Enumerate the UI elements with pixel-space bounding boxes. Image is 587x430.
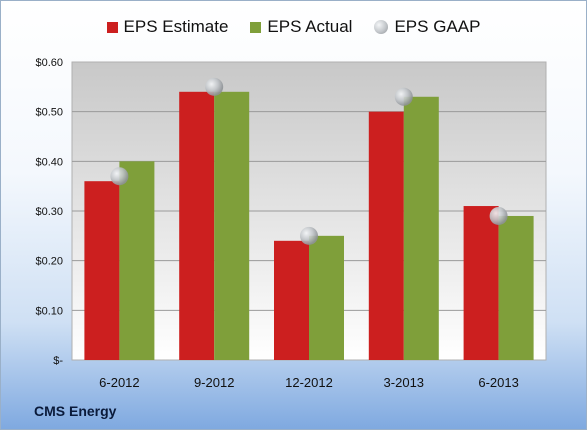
- x-tick-label: 3-2013: [384, 375, 424, 390]
- bar-estimate: [179, 91, 215, 361]
- legend-item-actual: EPS Actual: [250, 17, 352, 37]
- gaap-marker: [300, 226, 318, 245]
- x-tick-label: 12-2012: [285, 375, 333, 390]
- legend-label-gaap: EPS GAAP: [394, 17, 481, 36]
- legend-label-actual: EPS Actual: [267, 17, 353, 36]
- bar-actual: [214, 91, 250, 361]
- company-name: CMS Energy: [34, 403, 117, 419]
- x-tick-label: 6-2012: [99, 375, 139, 390]
- bar-actual: [403, 96, 439, 361]
- bar-estimate: [274, 240, 309, 360]
- y-tick-label: $-: [53, 355, 63, 367]
- y-tick-label: $0.30: [35, 206, 63, 218]
- gaap-markers: [110, 77, 508, 245]
- y-tick-label: $0.20: [35, 256, 63, 268]
- x-tick-label: 9-2012: [194, 375, 234, 390]
- y-tick-label: $0.60: [35, 57, 63, 69]
- bars: [84, 91, 534, 361]
- x-axis-ticks: 6-2012 9-2012 12-2012 3-2013 6-2013: [99, 375, 519, 390]
- bar-actual: [309, 235, 344, 360]
- gaap-marker: [205, 77, 224, 96]
- legend-swatch-actual: [250, 21, 262, 33]
- bar-estimate: [463, 206, 499, 360]
- bar-actual: [119, 161, 155, 360]
- bar-estimate: [84, 181, 120, 360]
- y-tick-label: $0.50: [35, 107, 63, 119]
- legend-item-gaap: EPS GAAP: [374, 17, 480, 37]
- bar-estimate: [368, 111, 404, 361]
- y-axis-ticks: $- $0.10 $0.20 $0.30 $0.40 $0.50 $0.60: [35, 57, 63, 367]
- x-tick-label: 6-2013: [478, 375, 518, 390]
- gaap-marker: [489, 206, 508, 225]
- legend-swatch-estimate: [106, 21, 118, 33]
- y-tick-label: $0.10: [35, 305, 63, 317]
- chart-legend: EPS Estimate EPS Actual EPS GAAP: [1, 17, 586, 37]
- bar-actual: [498, 215, 534, 360]
- gaap-marker: [110, 167, 129, 186]
- y-tick-label: $0.40: [35, 156, 63, 168]
- legend-item-estimate: EPS Estimate: [106, 17, 229, 37]
- legend-label-estimate: EPS Estimate: [123, 17, 229, 36]
- legend-marker-gaap: [374, 20, 389, 34]
- gaap-marker: [394, 87, 413, 106]
